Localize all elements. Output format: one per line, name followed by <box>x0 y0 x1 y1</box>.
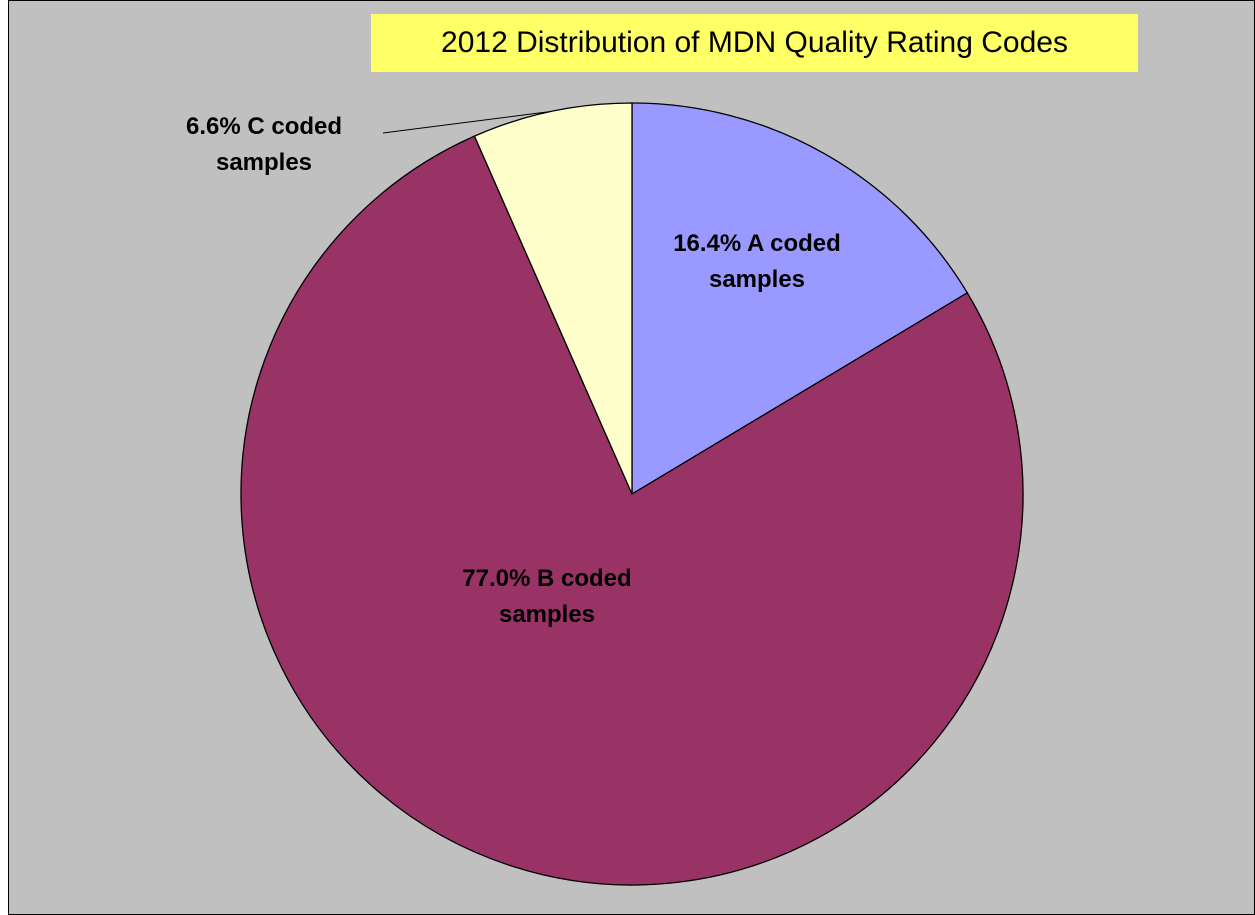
slice-label: 6.6% C coded samples <box>185 113 343 176</box>
leader-line <box>382 110 552 134</box>
pie-slice <box>240 135 1024 886</box>
slice-label: 16.4% A coded samples <box>673 230 841 293</box>
slice-label: 77.0% B coded samples <box>462 565 632 628</box>
pie-slice <box>631 102 969 496</box>
pie-slice <box>473 102 633 495</box>
chart-title: 2012 Distribution of MDN Quality Rating … <box>371 14 1138 72</box>
